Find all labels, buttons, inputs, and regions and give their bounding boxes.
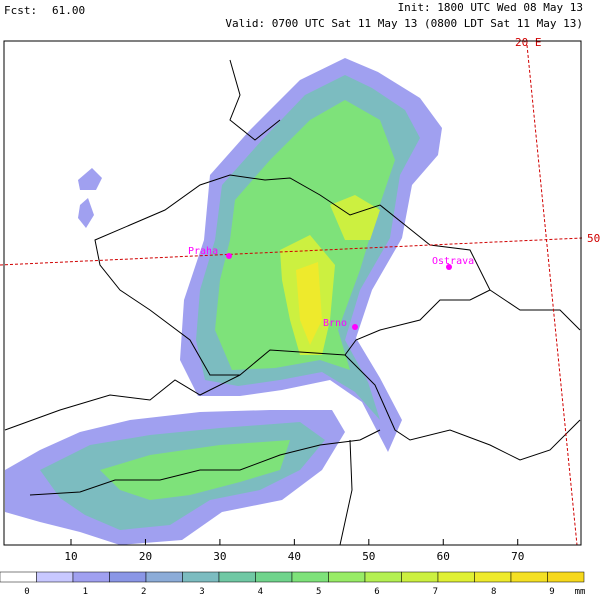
colorbar-box <box>474 571 512 583</box>
colorbar-label: 1 <box>83 587 88 597</box>
x-tick-label: 50 <box>362 550 375 563</box>
colorbar-label: 4 <box>258 587 263 597</box>
init-time: Init: 1800 UTC Wed 08 May 13 <box>398 1 583 14</box>
x-tick-label: 20 <box>139 550 152 563</box>
x-tick-label: 60 <box>437 550 450 563</box>
colorbar-label: 7 <box>433 587 438 597</box>
colorbar-box <box>328 571 366 583</box>
colorbar-unit: mm <box>575 587 586 597</box>
colorbar-box <box>36 571 74 583</box>
colorbar-box <box>218 571 256 583</box>
colorbar-box <box>72 571 110 583</box>
borders <box>4 59 581 546</box>
city-label: Praha <box>188 246 218 257</box>
colorbar-box <box>0 571 37 583</box>
city-dot <box>446 264 452 270</box>
city-dot <box>352 324 358 330</box>
city-label: Ostrava <box>432 256 474 267</box>
graticule <box>0 44 583 546</box>
x-tick-label: 40 <box>288 550 301 563</box>
fcst-label: Fcst: <box>4 4 37 17</box>
parallel-label: 50 <box>587 232 600 245</box>
fcst-value: 61.00 <box>52 4 85 17</box>
colorbar-box <box>510 571 548 583</box>
colorbar-label: 3 <box>199 587 204 597</box>
colorbar-box <box>437 571 475 583</box>
colorbar-label: 5 <box>316 587 321 597</box>
colorbar-box <box>145 571 183 583</box>
colorbar-box <box>291 571 329 583</box>
colorbar-label: 2 <box>141 587 146 597</box>
colorbar-label: 0 <box>24 587 29 597</box>
colorbar-box <box>401 571 439 583</box>
x-tick-label: 10 <box>64 550 77 563</box>
x-tick-label: 70 <box>511 550 524 563</box>
colorbar-label: 6 <box>374 587 379 597</box>
colorbar-label: 9 <box>549 587 554 597</box>
colorbar-box <box>182 571 220 583</box>
colorbar-box <box>109 571 147 583</box>
city-label: Brno <box>323 318 347 329</box>
colorbar-box <box>547 571 585 583</box>
precip-field <box>5 58 442 545</box>
cities: Praha Ostrava Brno <box>188 246 474 330</box>
map-frame <box>3 40 582 546</box>
valid-time: Valid: 0700 UTC Sat 11 May 13 (0800 LDT … <box>225 17 583 30</box>
city-dot <box>226 253 232 259</box>
x-tick-label: 30 <box>213 550 226 563</box>
colorbar-box <box>364 571 402 583</box>
colorbar-box <box>255 571 293 583</box>
meridian-label: 20 E <box>515 36 542 49</box>
colorbar-label: 8 <box>491 587 496 597</box>
